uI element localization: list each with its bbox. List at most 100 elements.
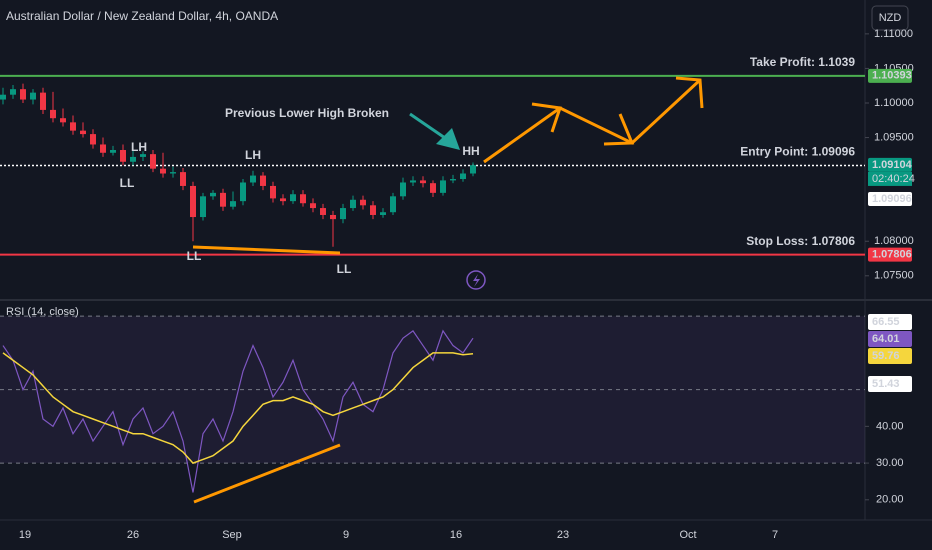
take-profit-badge-text: 1.10393 [872, 70, 912, 82]
candle-body [40, 92, 46, 110]
rsi-badge-text: 59.76 [872, 350, 900, 362]
swing-label: LL [120, 176, 135, 190]
pointer-arrow [409, 112, 449, 142]
y-tick-label: 1.07500 [874, 270, 914, 282]
rsi-badge-text: 51.43 [872, 378, 900, 390]
x-tick-label: Oct [679, 529, 696, 541]
rsi-badge [868, 331, 912, 347]
candle-body [350, 199, 356, 209]
event-icon-bolt [473, 274, 480, 287]
candle-body [160, 168, 166, 174]
candle-body [250, 175, 256, 183]
projection-path [483, 78, 702, 164]
candle-body [280, 198, 286, 202]
x-tick-label: 19 [19, 529, 31, 541]
candle-body [270, 185, 276, 199]
candle-body [60, 118, 66, 123]
candle-body [20, 89, 26, 100]
candle-body [200, 196, 206, 218]
last-price-badge [868, 157, 912, 172]
arrow-head [603, 113, 635, 146]
candle-body [290, 194, 296, 202]
rsi-line [2, 352, 474, 464]
level-label: Entry Point: 1.09096 [740, 145, 855, 159]
candle-body [170, 172, 176, 174]
candle-body [320, 208, 326, 215]
candle-body [80, 130, 86, 135]
trendline [192, 245, 341, 255]
candle-body [450, 179, 456, 181]
candle-body [0, 94, 6, 100]
candle-body [370, 205, 376, 215]
rsi-y-tick-label: 20.00 [876, 494, 904, 506]
rsi-trendline [193, 443, 341, 504]
candle-body [460, 173, 466, 180]
candle-body [240, 182, 246, 202]
candle-body [220, 192, 226, 207]
pointer-arrow-head [436, 128, 460, 150]
x-tick-label: 26 [127, 529, 139, 541]
y-tick-label: 1.10000 [874, 97, 914, 109]
x-tick-label: 7 [772, 529, 778, 541]
currency-button[interactable] [871, 5, 909, 31]
swing-label: LH [131, 140, 147, 154]
entry-badge [868, 192, 912, 206]
candle-body [100, 144, 106, 153]
arrow-head [531, 102, 562, 133]
candle-body [360, 199, 366, 206]
take-profit-badge [868, 68, 912, 83]
rsi-y-tick-label: 30.00 [876, 457, 904, 469]
candle-body [380, 212, 386, 215]
annotation: Previous Lower High Broken [225, 106, 389, 120]
y-tick-label: 1.09500 [874, 131, 914, 143]
level-label: Stop Loss: 1.07806 [746, 234, 855, 248]
candle-body [400, 182, 406, 197]
candle-body [110, 150, 116, 153]
candle-body [230, 201, 236, 207]
x-tick-label: Sep [222, 529, 242, 541]
candle-body [130, 156, 136, 162]
event-icon[interactable] [466, 270, 486, 290]
swing-label: LL [187, 249, 202, 263]
rsi-badge [868, 376, 912, 392]
candle-body [410, 180, 416, 183]
candle-body [390, 196, 396, 213]
level-label: Take Profit: 1.1039 [750, 55, 855, 69]
stop-loss-badge-text: 1.07806 [872, 249, 912, 261]
candle-body [310, 203, 316, 209]
chart-title: Australian Dollar / New Zealand Dollar, … [6, 9, 278, 23]
entry-badge-text: 1.09096 [872, 193, 912, 205]
rsi-title: RSI (14, close) [6, 306, 79, 318]
x-tick-label: 23 [557, 529, 569, 541]
swing-label: LH [245, 148, 261, 162]
candle-body [180, 172, 186, 186]
stop-loss-badge [868, 247, 912, 262]
candle-body [260, 175, 266, 186]
last-price-badge-text: 1.09104 [872, 159, 913, 171]
candle-body [300, 194, 306, 204]
candle-body [440, 180, 446, 193]
chart-layer: RSI (14, close)1.110001.105001.100001.09… [0, 28, 915, 541]
swing-label: HH [462, 144, 479, 158]
arrow-head [675, 76, 704, 109]
rsi-badge-text: 64.01 [872, 333, 900, 345]
rsi-badge-text: 66.55 [872, 316, 900, 328]
rsi-badge [868, 314, 912, 330]
swing-label: LL [337, 262, 352, 276]
candle-body [70, 122, 76, 131]
x-tick-label: 16 [450, 529, 462, 541]
y-tick-label: 1.08000 [874, 235, 914, 247]
candle-body [90, 134, 96, 145]
price-pane [0, 0, 865, 300]
candle-body [120, 150, 126, 162]
candle-body [340, 208, 346, 220]
y-tick-label: 1.11000 [874, 28, 913, 40]
candle-body [420, 180, 426, 184]
candle-body [140, 154, 146, 157]
candle-body [50, 109, 56, 119]
candle-body [430, 183, 436, 193]
candle-body [210, 192, 216, 197]
candle-body [10, 89, 16, 95]
x-tick-label: 9 [343, 529, 349, 541]
